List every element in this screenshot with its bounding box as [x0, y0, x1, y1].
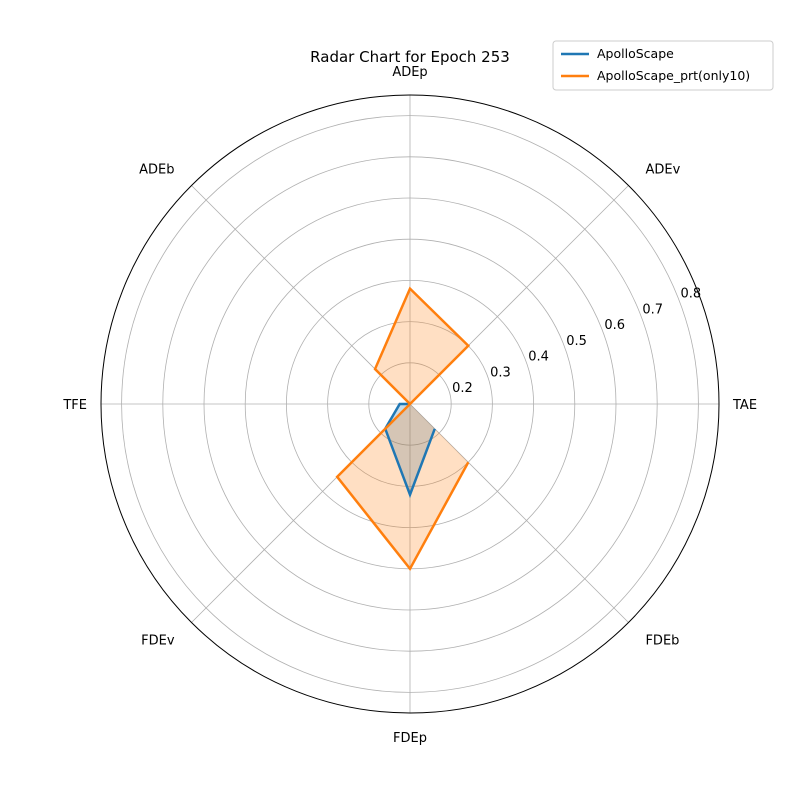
axis-label-fdeb: FDEb — [645, 633, 679, 648]
series-line-apolloscape-prt-only10 — [335, 286, 471, 572]
legend-label-apolloscape-prt: ApolloScape_prt(only10) — [597, 68, 750, 83]
axis-label-fdev: FDEv — [141, 633, 175, 648]
axis-label-adev: ADEv — [645, 163, 680, 178]
label-layer: TAE ADEv ADEp ADEb TFE FDEv FDEp FDEb 0.2 0.3 0.4 0… — [62, 65, 757, 746]
axis-label-adeb: ADEb — [139, 163, 174, 178]
radial-tick-label: 0.3 — [490, 365, 511, 380]
polar-frame — [100, 94, 720, 714]
chart-title: Radar Chart for Epoch 253 — [310, 48, 510, 66]
series-fill-apolloscape — [385, 404, 435, 495]
radial-tick-label: 0.8 — [680, 287, 701, 302]
radial-tick-label: 0.7 — [642, 302, 663, 317]
radial-tick-label: 0.5 — [566, 334, 587, 349]
grid-spoke — [191, 185, 411, 405]
radial-tick-label: 0.6 — [604, 318, 625, 333]
legend-box — [552, 40, 774, 91]
radial-tick-label: 0.4 — [528, 350, 549, 365]
legend-label-apolloscape: ApolloScape — [597, 46, 674, 61]
axis-label-tfe: TFE — [62, 398, 87, 413]
axis-label-fdep: FDEp — [393, 731, 427, 746]
axis-label-adep: ADEp — [392, 65, 427, 80]
legend: ApolloScape ApolloScape_prt(only10) — [552, 40, 774, 91]
series-fill-apolloscape-prt-only10 — [337, 288, 469, 569]
grid-spoke — [409, 403, 629, 623]
series-layer — [335, 286, 471, 572]
radial-tick-label: 0.2 — [452, 381, 473, 396]
axis-label-tae: TAE — [732, 398, 757, 413]
